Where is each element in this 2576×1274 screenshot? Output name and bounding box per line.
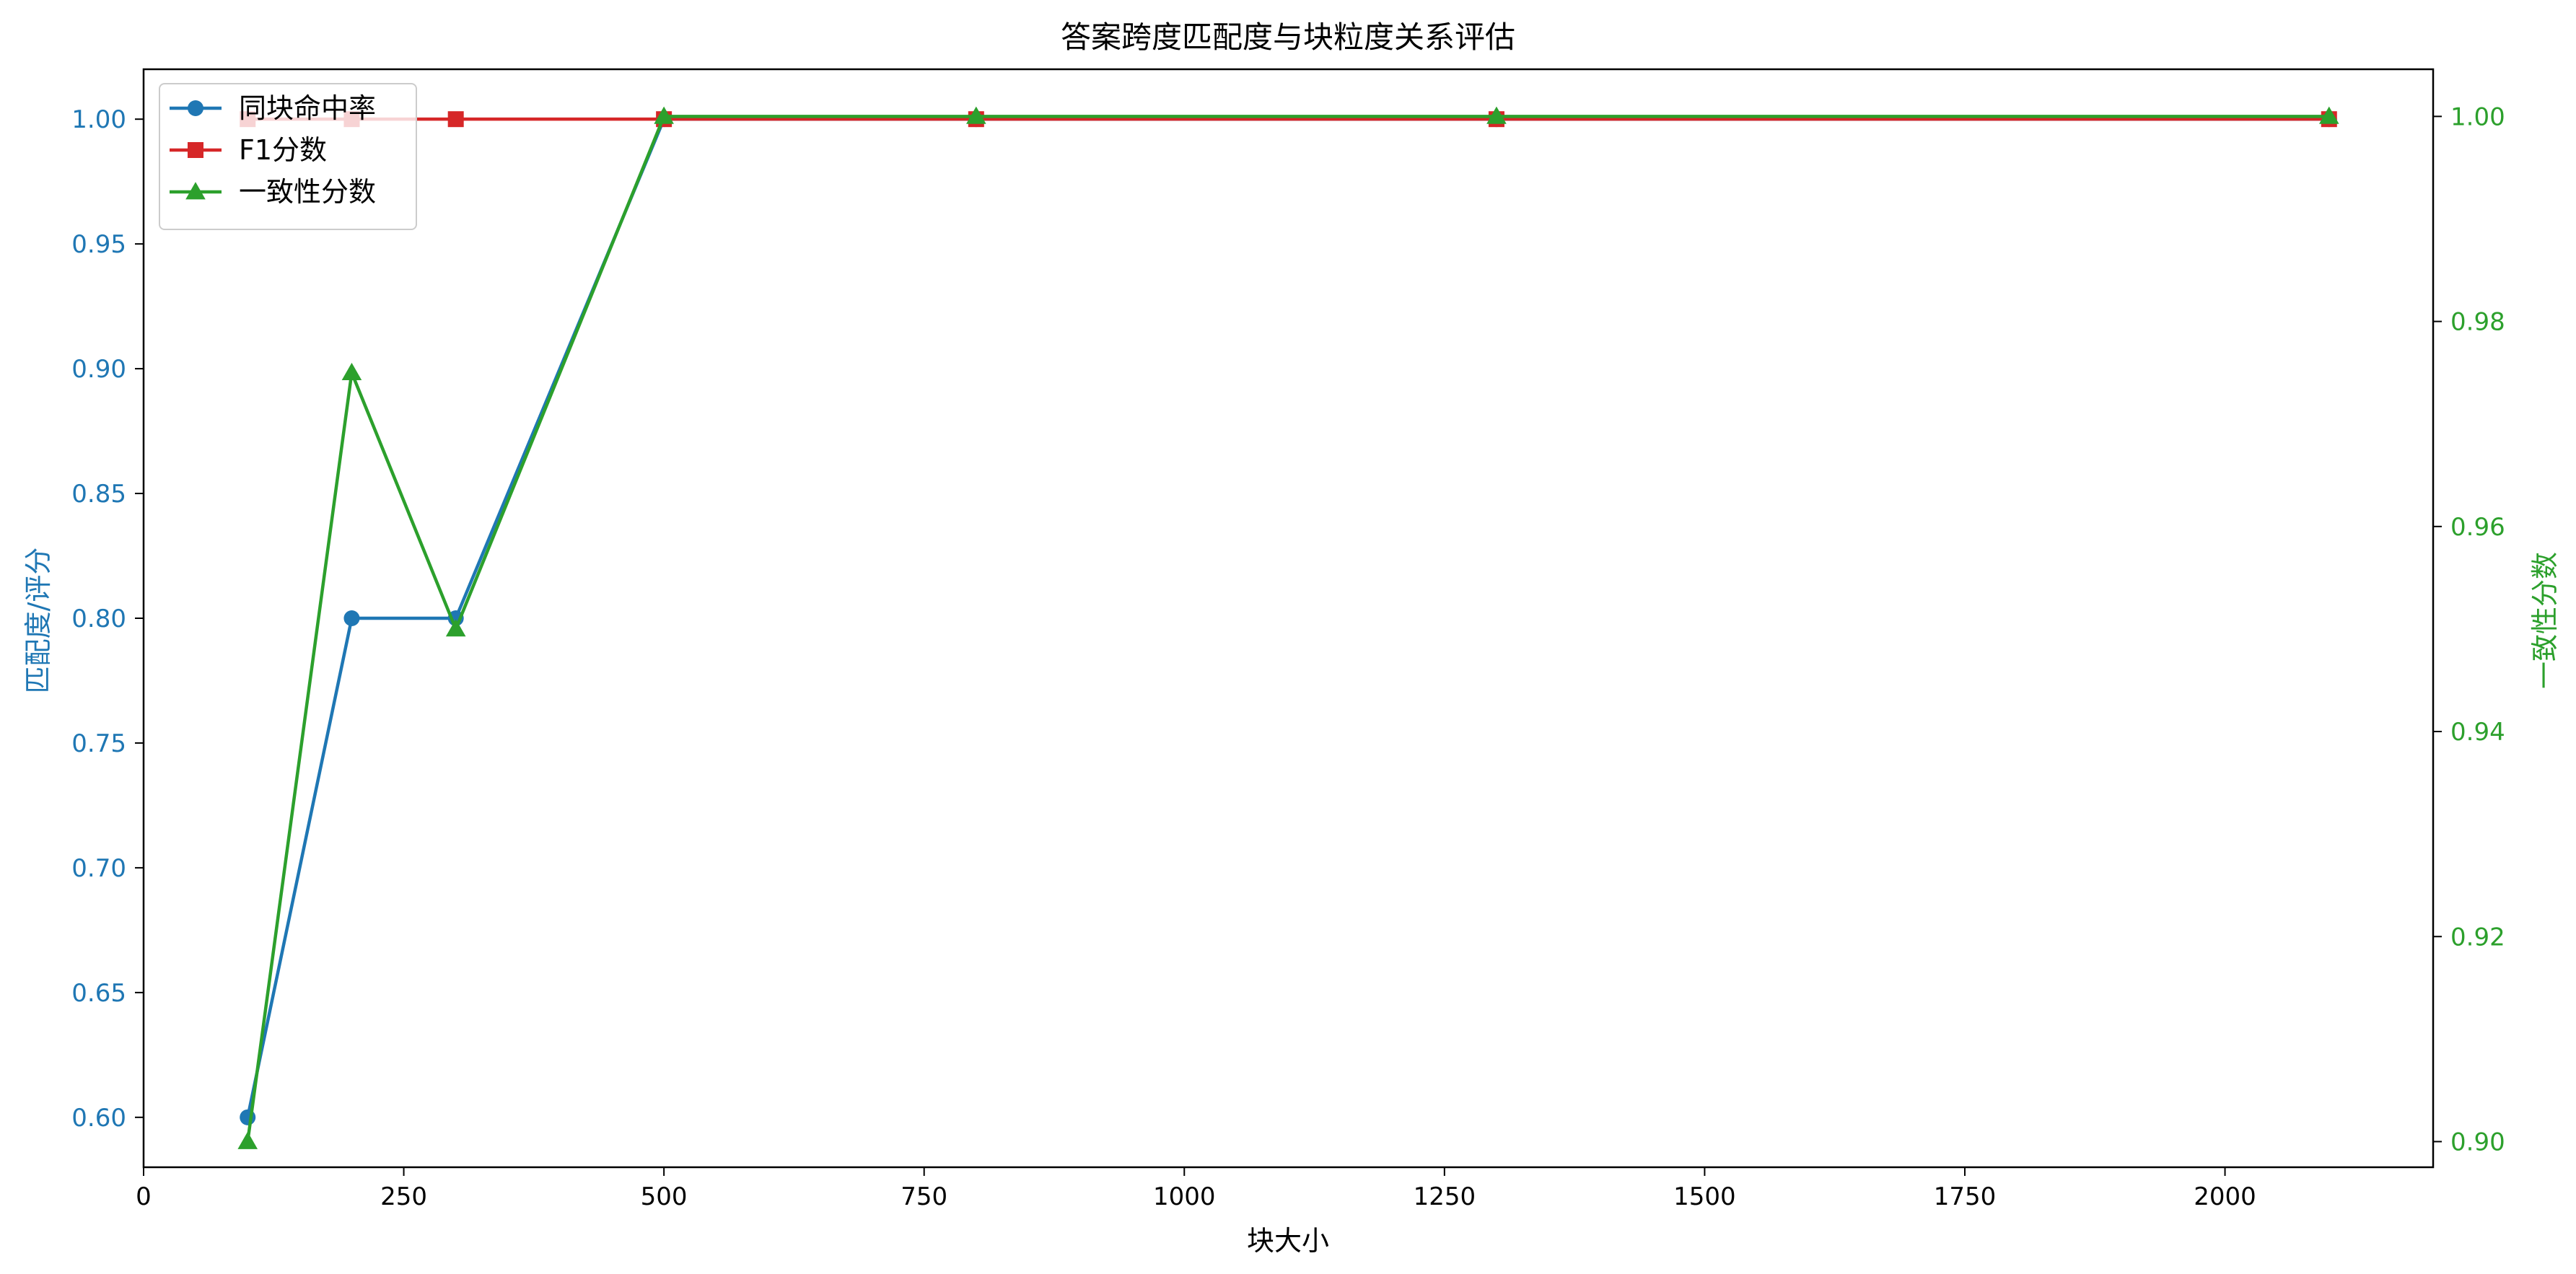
chart-title: 答案跨度匹配度与块粒度关系评估 [1061,19,1515,55]
y-tick-label: 0.85 [71,480,126,509]
y-tick-label: 0.95 [71,230,126,259]
y2-tick-label: 0.90 [2450,1128,2505,1156]
data-point-2-1 [341,362,362,380]
x-tick-label: 2000 [2194,1182,2256,1211]
x-tick-label: 750 [901,1182,947,1211]
y-axis-title: 匹配度/评分 [22,548,54,694]
plot-area [144,69,2433,1167]
legend-label: F1分数 [239,134,327,166]
y-tick-label: 0.65 [71,979,126,1008]
legend-label: 同块命中率 [239,92,376,124]
x-tick-label: 1500 [1673,1182,1736,1211]
legend-label: 一致性分数 [239,176,376,208]
y2-axis-title: 一致性分数 [2529,552,2561,689]
y-tick-label: 0.75 [71,729,126,758]
data-point-2-2 [445,619,466,637]
legend-marker [185,182,206,200]
y2-tick-label: 0.94 [2450,718,2505,747]
x-tick-label: 1250 [1414,1182,1476,1211]
data-point-2-3 [654,106,674,124]
x-tick-label: 250 [380,1182,427,1211]
y2-tick-label: 0.92 [2450,923,2505,952]
axes: 0 250 500 750 1000 1250 1500 1750 2000 0.60 0.65 0.… [71,68,2505,1211]
data-point-2-5 [1486,106,1507,124]
legend-box [159,83,417,230]
plot-background [144,69,2433,1167]
x-tick-label: 1000 [1153,1182,1216,1211]
y-tick-label: 1.00 [71,105,126,134]
data-point-2-4 [966,106,986,124]
y2-tick-label: 0.98 [2450,308,2505,337]
y2-tick-label: 0.96 [2450,513,2505,542]
y-tick-label: 0.90 [71,355,126,384]
plot-frame [142,68,2435,1169]
x-tick-label: 500 [641,1182,688,1211]
data-point-2-0 [237,1131,258,1149]
x-axis-title: 块大小 [1247,1225,1329,1257]
legend-marker [188,142,203,158]
x-tick-label: 0 [136,1182,152,1211]
y-tick-label: 0.70 [71,854,126,883]
y2-tick-label: 1.00 [2450,102,2505,131]
legend-marker [188,100,203,116]
y-tick-label: 0.80 [71,605,126,633]
y-tick-label: 0.60 [71,1104,126,1133]
x-tick-label: 1750 [1934,1182,1997,1211]
data-point-1-2 [447,111,464,128]
data-point-2-6 [2318,106,2339,124]
data-point-0-1 [343,610,360,626]
